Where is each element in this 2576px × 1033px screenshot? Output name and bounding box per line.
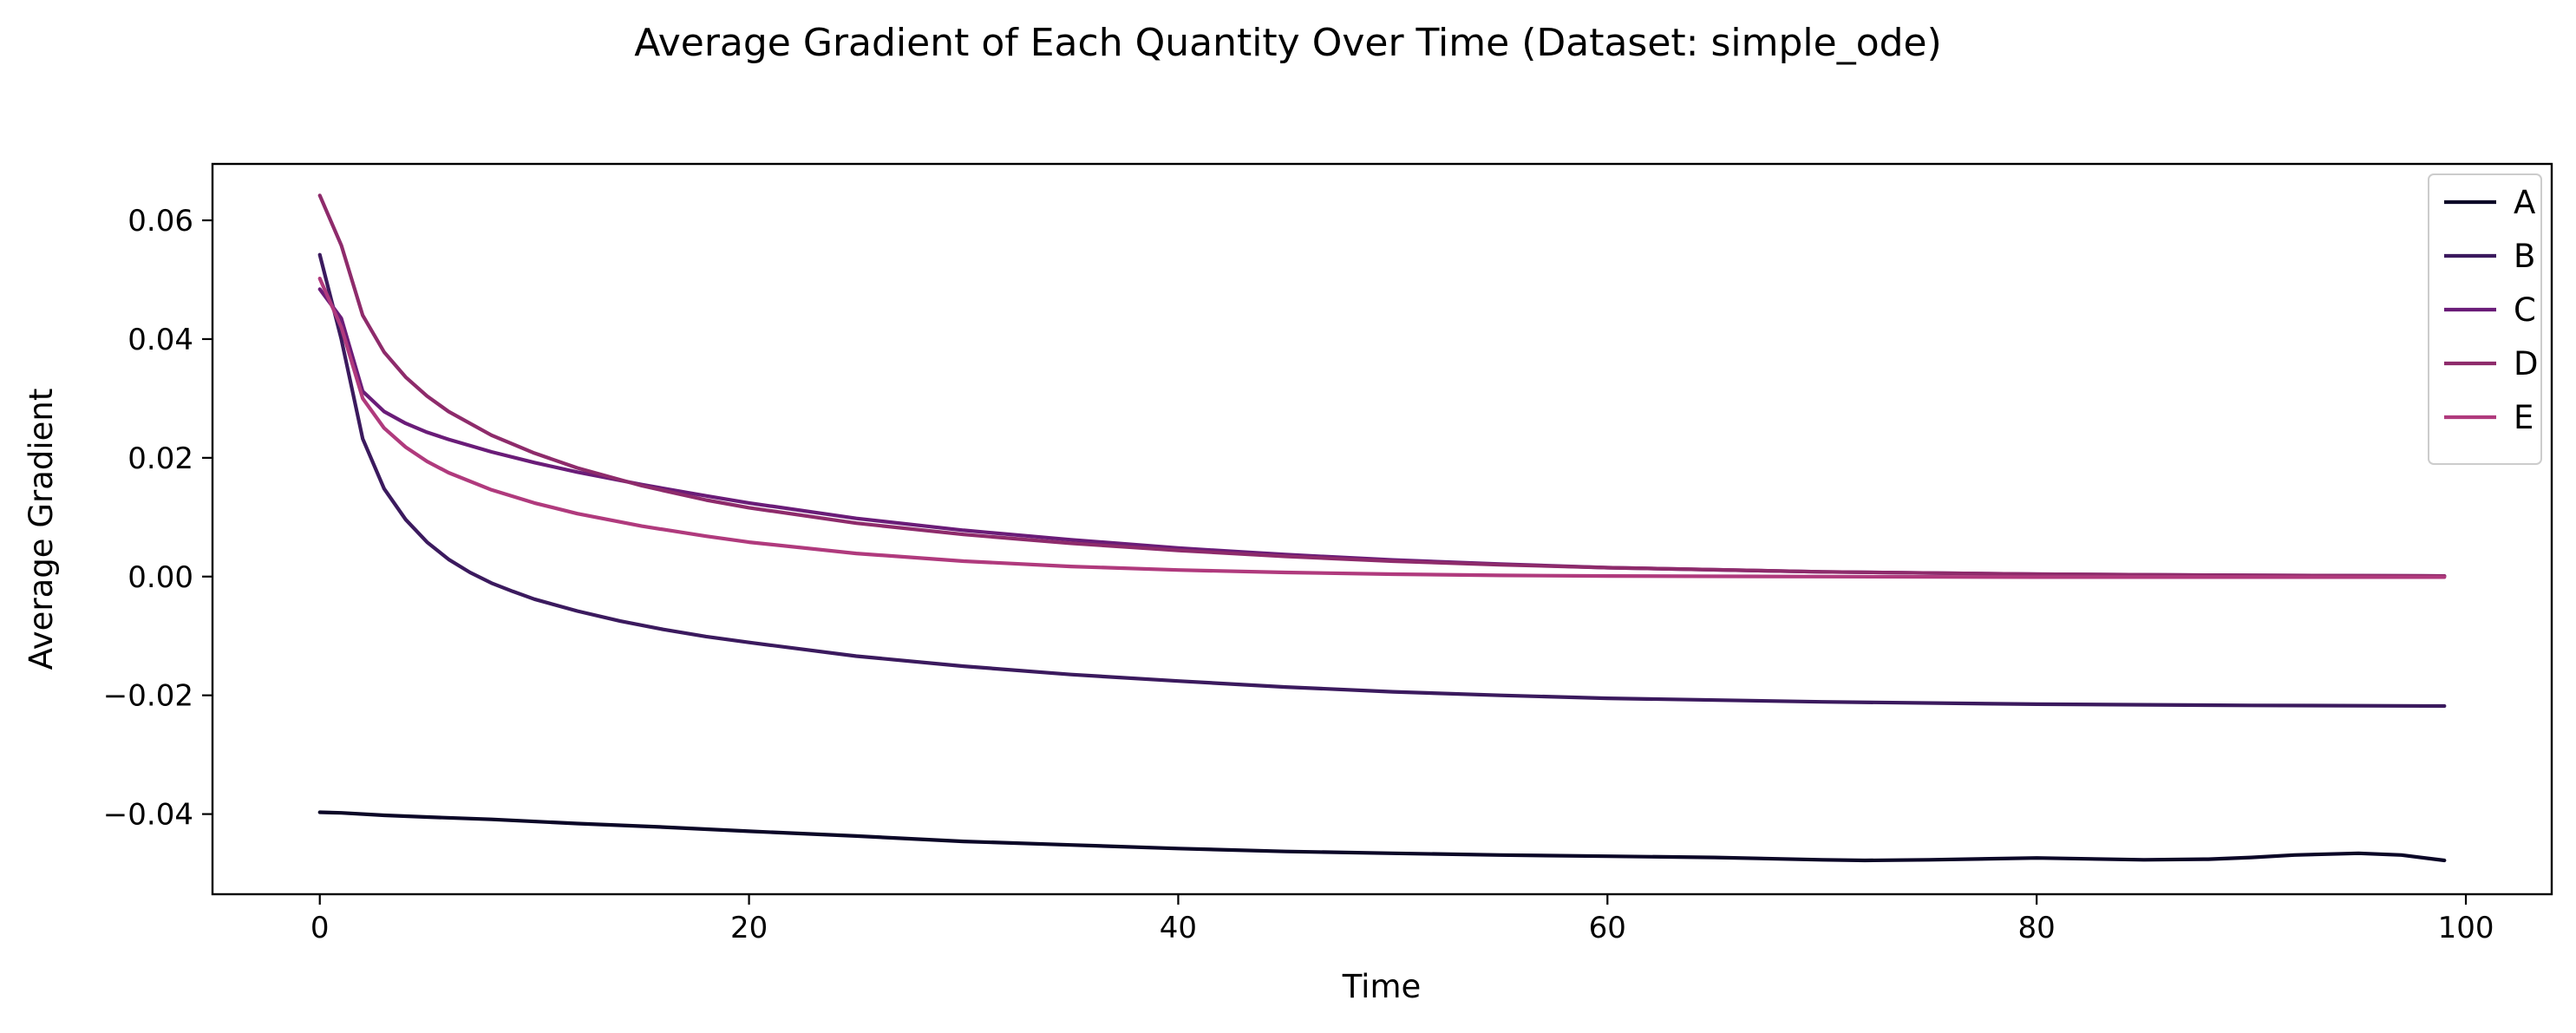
plot-frame <box>211 162 2553 896</box>
series-line-D <box>317 193 2447 579</box>
y-tick-label: 0.06 <box>127 204 193 239</box>
series-line-E <box>317 277 2447 579</box>
x-tick-label: 100 <box>2438 911 2494 945</box>
x-axis-title: Time <box>1342 968 1422 1005</box>
x-tick-label: 80 <box>2018 911 2056 945</box>
x-tick-label: 60 <box>1589 911 1626 945</box>
legend-box <box>2428 173 2542 465</box>
legend-label-B: B <box>2514 238 2535 275</box>
y-tick-label: −0.04 <box>103 798 193 833</box>
x-tick-label: 20 <box>730 911 768 945</box>
y-axis: −0.04 −0.02 0.00 0.02 0.04 0.06 <box>103 204 212 833</box>
series-line-C <box>317 287 2447 579</box>
x-axis: 0 20 40 60 80 100 <box>311 894 2494 945</box>
x-tick-label: 0 <box>311 911 330 945</box>
chart-title: Average Gradient of Each Quantity Over T… <box>634 21 1942 65</box>
legend-label-D: D <box>2514 345 2539 382</box>
legend-label-C: C <box>2514 291 2536 329</box>
y-tick-label: 0.00 <box>127 560 193 595</box>
legend-label-A: A <box>2514 184 2535 221</box>
series-layer <box>317 193 2447 863</box>
y-tick-label: 0.04 <box>127 323 193 357</box>
y-axis-title: Average Gradient <box>23 389 60 670</box>
x-tick-label: 40 <box>1160 911 1197 945</box>
legend-label-E: E <box>2514 399 2534 436</box>
y-tick-label: −0.02 <box>103 679 193 714</box>
series-line-A <box>317 810 2447 863</box>
y-tick-label: 0.02 <box>127 441 193 476</box>
series-line-B <box>317 252 2447 709</box>
